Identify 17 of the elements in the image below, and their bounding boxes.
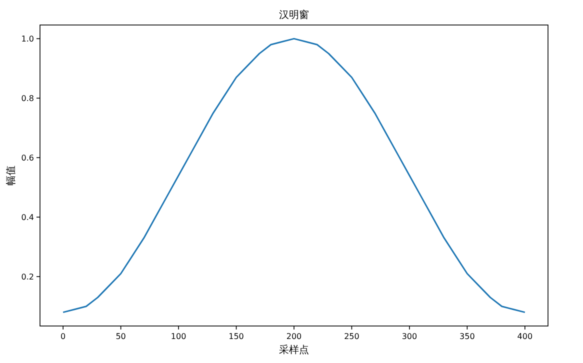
x-tick-label: 350 bbox=[460, 332, 475, 341]
x-tick-label: 400 bbox=[517, 332, 533, 341]
x-axis-title: 采样点 bbox=[279, 344, 309, 356]
chart-title: 汉明窗 bbox=[279, 9, 309, 21]
y-axis-title: 幅值 bbox=[5, 166, 17, 186]
x-tick-label: 150 bbox=[228, 332, 244, 341]
x-tick-label: 100 bbox=[170, 332, 186, 341]
x-tick-label: 200 bbox=[286, 332, 302, 341]
y-tick-label: 0.8 bbox=[21, 94, 34, 104]
y-tick-label: 0.2 bbox=[21, 272, 34, 282]
y-tick-label: 0.4 bbox=[21, 213, 34, 222]
y-tick-label: 1.0 bbox=[21, 34, 34, 44]
x-tick-label: 50 bbox=[116, 332, 126, 341]
x-tick-label: 0 bbox=[60, 332, 66, 341]
x-tick-label: 300 bbox=[402, 332, 418, 341]
x-tick-label: 250 bbox=[344, 332, 360, 341]
y-tick-label: 0.6 bbox=[21, 154, 34, 163]
